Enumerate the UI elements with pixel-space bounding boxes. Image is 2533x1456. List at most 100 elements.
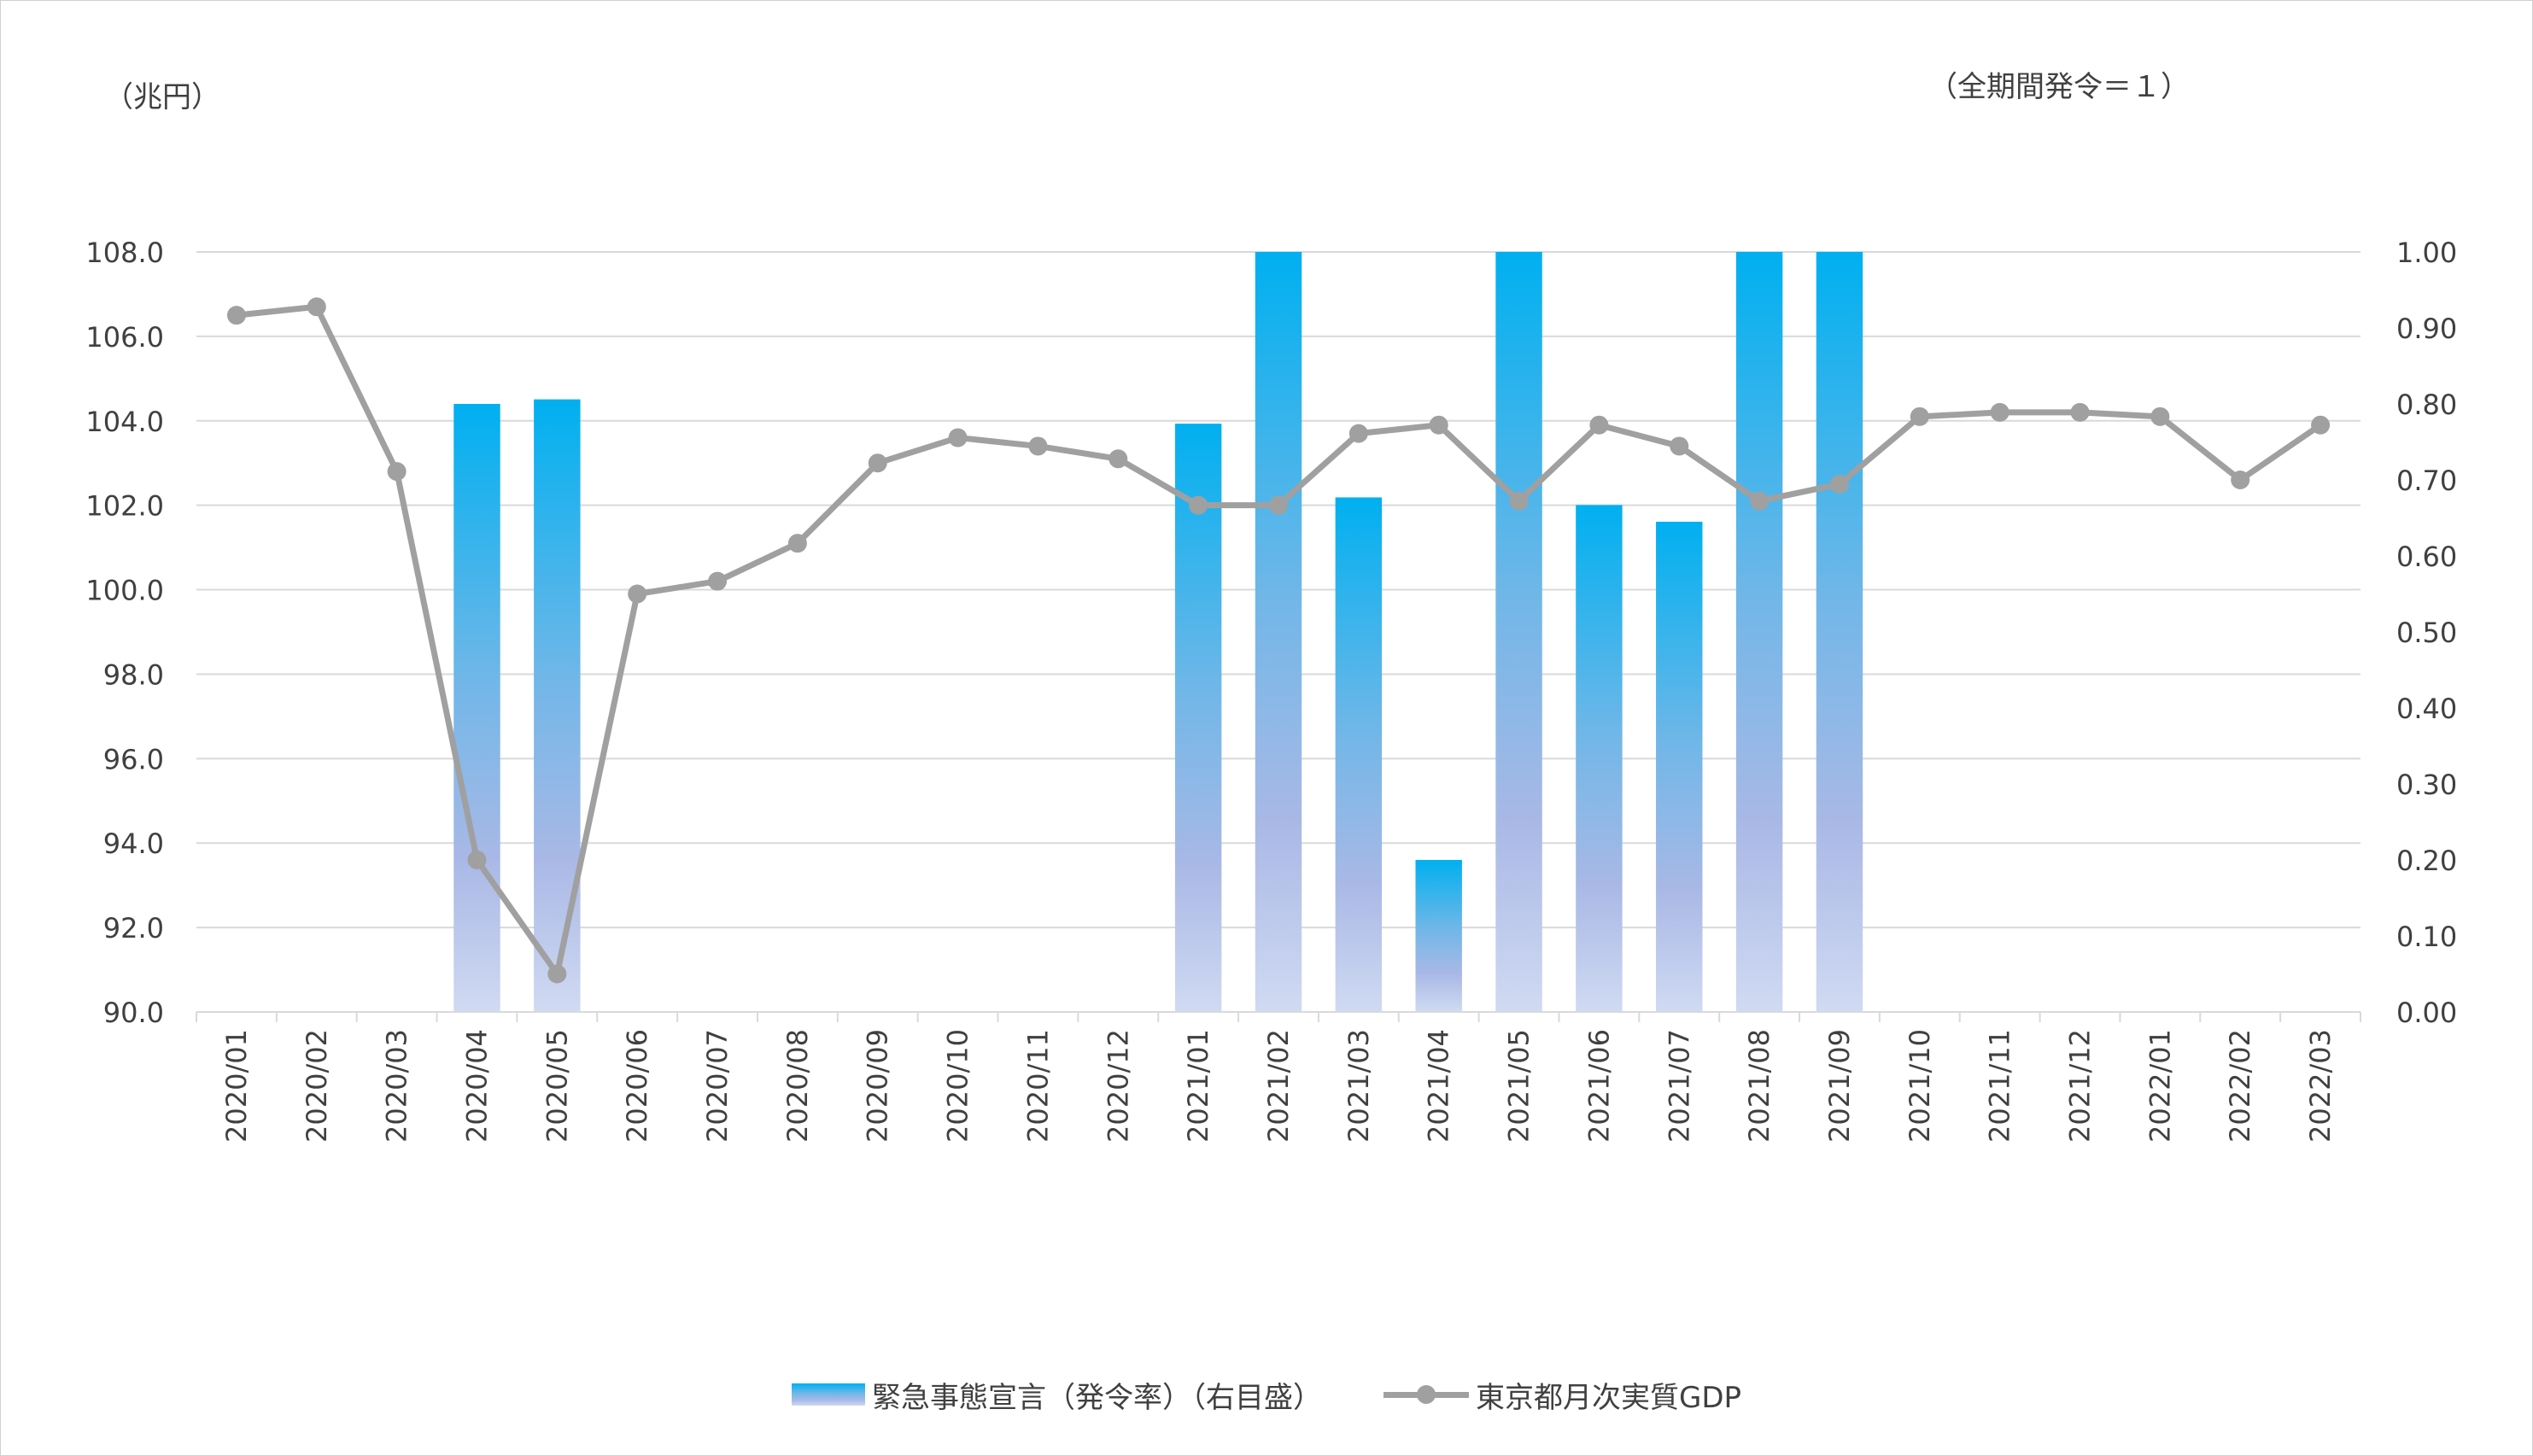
gdp-point bbox=[387, 462, 407, 482]
x-tick-label: 2021/04 bbox=[1423, 1029, 1455, 1143]
gdp-point bbox=[1028, 436, 1048, 456]
line-series bbox=[226, 297, 2331, 984]
gdp-point bbox=[467, 851, 487, 869]
bar-series bbox=[453, 252, 1863, 1012]
x-tick-label: 2022/03 bbox=[2304, 1029, 2337, 1143]
legend-label-bars: 緊急事態宣言（発令率）（右目盛） bbox=[871, 1380, 1322, 1415]
x-tick-label: 2021/12 bbox=[2064, 1029, 2097, 1143]
bar bbox=[1735, 252, 1783, 1012]
legend-item-line: 東京都月次実質GDP bbox=[1383, 1374, 1741, 1416]
x-tick-label: 2020/11 bbox=[1021, 1029, 1054, 1143]
right-tick-label: 0.80 bbox=[2396, 389, 2457, 421]
x-tick-label: 2020/10 bbox=[942, 1029, 974, 1143]
left-tick-label: 104.0 bbox=[85, 406, 164, 438]
gdp-point bbox=[1109, 449, 1128, 469]
left-tick-label: 90.0 bbox=[103, 997, 164, 1029]
gdp-point bbox=[1189, 495, 1208, 515]
gdp-point bbox=[307, 297, 326, 317]
x-tick-label: 2020/02 bbox=[301, 1029, 333, 1143]
gdp-point bbox=[868, 453, 887, 473]
bar bbox=[534, 399, 581, 1012]
x-tick-label: 2020/01 bbox=[220, 1029, 253, 1143]
x-tick-label: 2021/09 bbox=[1823, 1029, 1856, 1143]
x-tick-label: 2021/02 bbox=[1262, 1029, 1295, 1143]
bar bbox=[1174, 424, 1222, 1012]
gdp-point bbox=[2231, 471, 2250, 489]
gdp-point bbox=[2311, 415, 2331, 435]
gdp-point bbox=[628, 584, 647, 604]
left-axis-unit-label: （兆円） bbox=[104, 80, 220, 114]
x-tick-label: 2021/10 bbox=[1904, 1029, 1936, 1143]
x-tick-label: 2020/09 bbox=[862, 1029, 894, 1143]
x-tick-label: 2020/03 bbox=[381, 1029, 413, 1143]
right-tick-label: 0.20 bbox=[2396, 845, 2457, 877]
right-tick-label: 0.40 bbox=[2396, 693, 2457, 725]
left-tick-label: 96.0 bbox=[103, 743, 164, 775]
gdp-point bbox=[1750, 491, 1770, 511]
tick-labels: 90.0 92.0 94.0 96.0 98.0 100.0 102.0 104.0 106.0… bbox=[85, 237, 2457, 1143]
bar bbox=[453, 404, 500, 1012]
right-tick-label: 1.00 bbox=[2396, 237, 2457, 269]
gdp-point bbox=[1429, 415, 1448, 435]
gdp-point bbox=[1990, 402, 2009, 422]
right-tick-label: 0.70 bbox=[2396, 465, 2457, 497]
gdp-point bbox=[948, 428, 968, 447]
left-tick-label: 100.0 bbox=[85, 575, 164, 607]
x-tick-label: 2022/02 bbox=[2224, 1029, 2256, 1143]
x-tick-label: 2021/03 bbox=[1343, 1029, 1375, 1143]
x-tick-label: 2020/07 bbox=[701, 1029, 734, 1143]
x-tick-label: 2021/01 bbox=[1182, 1029, 1214, 1143]
x-tick-label: 2021/05 bbox=[1503, 1029, 1536, 1143]
right-tick-label: 0.60 bbox=[2396, 541, 2457, 573]
legend-bar-swatch bbox=[791, 1383, 865, 1406]
gdp-point bbox=[1509, 491, 1529, 511]
gdp-point bbox=[1348, 424, 1368, 443]
left-tick-label: 102.0 bbox=[85, 490, 164, 523]
gdp-point bbox=[547, 964, 567, 984]
right-axis-unit-label: （全期間発令＝１） bbox=[1928, 70, 2190, 104]
bar bbox=[1576, 505, 1623, 1012]
legend-line-swatch bbox=[1383, 1382, 1469, 1407]
x-tick-label: 2021/08 bbox=[1743, 1029, 1775, 1143]
left-tick-label: 92.0 bbox=[103, 912, 164, 944]
x-tick-label: 2020/06 bbox=[621, 1029, 653, 1143]
gdp-point bbox=[1269, 495, 1288, 515]
bar bbox=[1816, 252, 1863, 1012]
x-tick-label: 2020/04 bbox=[460, 1029, 493, 1143]
right-tick-label: 0.00 bbox=[2396, 997, 2457, 1029]
right-tick-label: 0.50 bbox=[2396, 617, 2457, 649]
gdp-point bbox=[226, 306, 246, 325]
x-tick-label: 2022/01 bbox=[2144, 1029, 2176, 1143]
bar bbox=[1335, 497, 1383, 1012]
gdp-point bbox=[1589, 415, 1609, 435]
right-tick-label: 0.10 bbox=[2396, 921, 2457, 953]
left-tick-label: 98.0 bbox=[103, 658, 164, 691]
gdp-point bbox=[708, 571, 728, 591]
x-tick-label: 2020/12 bbox=[1102, 1029, 1134, 1143]
right-tick-label: 0.90 bbox=[2396, 313, 2457, 345]
legend-label-line: 東京都月次実質GDP bbox=[1475, 1380, 1742, 1415]
axes bbox=[196, 1011, 2361, 1022]
gdp-point bbox=[1670, 436, 1689, 456]
left-tick-label: 106.0 bbox=[85, 321, 164, 354]
x-tick-label: 2021/11 bbox=[1984, 1029, 2016, 1143]
bar bbox=[1495, 252, 1542, 1012]
left-tick-label: 94.0 bbox=[103, 827, 164, 860]
gdp-point bbox=[2070, 402, 2090, 422]
x-tick-label: 2021/06 bbox=[1582, 1029, 1615, 1143]
gdp-point bbox=[2150, 406, 2170, 426]
x-tick-label: 2020/08 bbox=[781, 1029, 814, 1143]
legend-item-bars: 緊急事態宣言（発令率）（右目盛） bbox=[791, 1374, 1322, 1416]
x-tick-label: 2021/07 bbox=[1663, 1029, 1695, 1143]
bar bbox=[1656, 521, 1703, 1012]
gdp-point bbox=[1829, 474, 1849, 494]
gdp-point bbox=[1910, 406, 1929, 426]
gdp-point bbox=[787, 534, 807, 553]
x-tick-label: 2020/05 bbox=[541, 1029, 573, 1143]
right-tick-label: 0.30 bbox=[2396, 769, 2457, 801]
bar bbox=[1255, 252, 1302, 1012]
left-tick-label: 108.0 bbox=[85, 237, 164, 269]
legend: 緊急事態宣言（発令率）（右目盛） 東京都月次実質GDP bbox=[0, 1373, 2533, 1416]
bar bbox=[1415, 860, 1462, 1012]
